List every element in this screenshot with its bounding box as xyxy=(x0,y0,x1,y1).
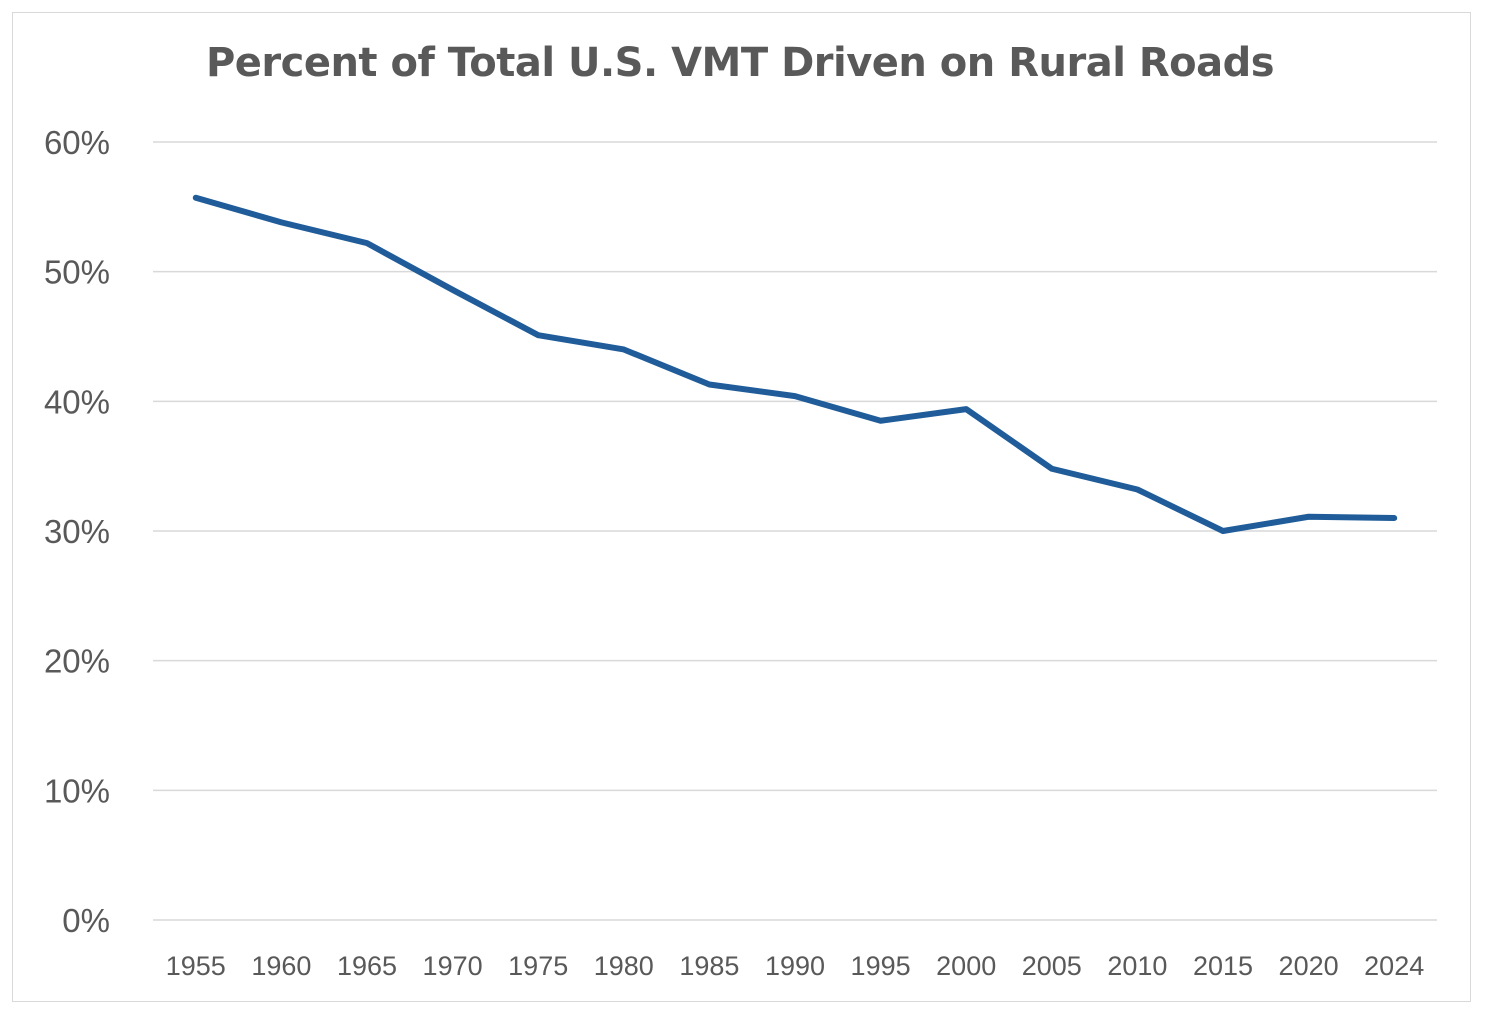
x-tick-label: 1990 xyxy=(765,951,825,981)
x-tick-label: 1995 xyxy=(851,951,911,981)
x-tick-label: 2005 xyxy=(1022,951,1082,981)
x-tick-label: 2020 xyxy=(1279,951,1339,981)
x-tick-label: 1980 xyxy=(594,951,654,981)
chart-frame xyxy=(12,12,1471,1002)
chart-title: Percent of Total U.S. VMT Driven on Rura… xyxy=(205,40,1275,86)
y-tick-label: 0% xyxy=(62,902,110,939)
y-tick-label: 50% xyxy=(44,254,110,291)
x-tick-label: 1960 xyxy=(251,951,311,981)
y-tick-label: 10% xyxy=(44,772,110,809)
x-tick-label: 1975 xyxy=(508,951,568,981)
y-tick-label: 20% xyxy=(44,643,110,680)
x-tick-label: 1955 xyxy=(166,951,226,981)
y-tick-label: 40% xyxy=(44,383,110,420)
x-tick-label: 2010 xyxy=(1107,951,1167,981)
y-tick-label: 30% xyxy=(44,513,110,550)
x-tick-label: 1985 xyxy=(679,951,739,981)
x-tick-label: 2000 xyxy=(936,951,996,981)
x-tick-label: 2015 xyxy=(1193,951,1253,981)
series-line xyxy=(192,194,1398,534)
x-tick-label: 2024 xyxy=(1364,951,1424,981)
x-tick-label: 1970 xyxy=(423,951,483,981)
y-tick-label: 60% xyxy=(44,124,110,161)
x-tick-label: 1965 xyxy=(337,951,397,981)
